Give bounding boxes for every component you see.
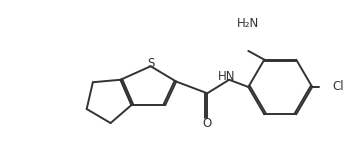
Text: O: O	[203, 117, 212, 130]
Text: S: S	[147, 57, 154, 70]
Text: H₂N: H₂N	[237, 17, 260, 30]
Text: HN: HN	[218, 71, 236, 83]
Text: Cl: Cl	[332, 80, 344, 93]
